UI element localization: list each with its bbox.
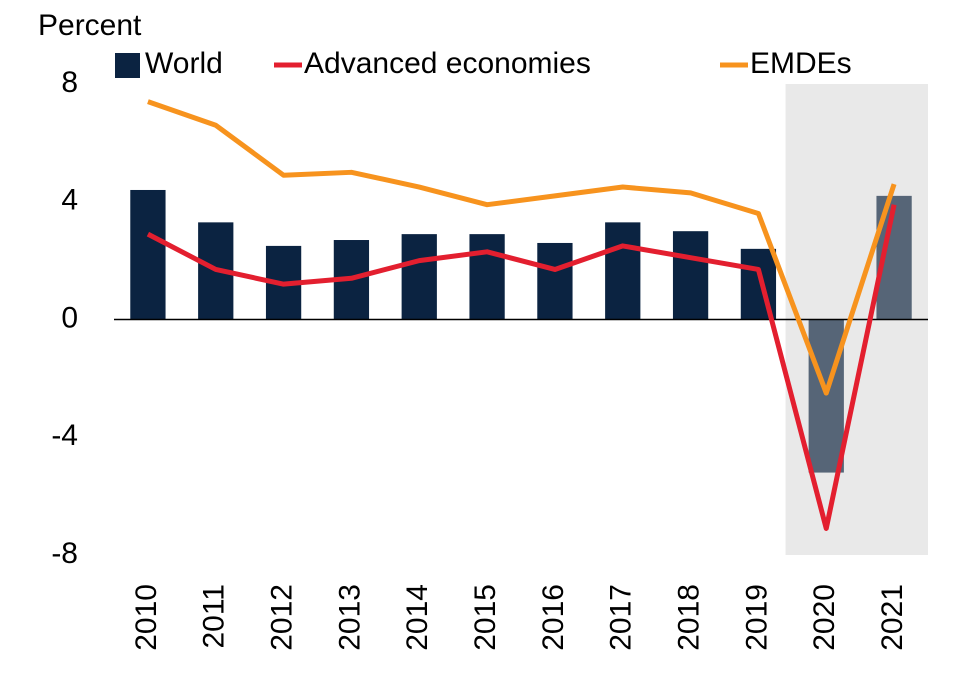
legend-label: Advanced economies	[304, 47, 591, 80]
y-tick-label: 0	[61, 301, 78, 334]
x-tick-label: 2011	[198, 584, 231, 649]
x-tick-label: 2015	[469, 584, 502, 651]
x-tick-label: 2018	[673, 584, 706, 651]
x-tick-label: 2020	[808, 584, 841, 651]
bar	[605, 222, 641, 320]
x-tick-label: 2019	[740, 584, 773, 651]
legend-label: EMDEs	[750, 47, 852, 80]
y-tick-label: -8	[51, 537, 78, 570]
x-tick-label: 2017	[605, 584, 638, 651]
bar	[469, 234, 505, 320]
y-tick-label: 8	[61, 66, 78, 99]
y-axis-label: Percent	[38, 9, 142, 42]
x-tick-label: 2013	[333, 584, 366, 651]
x-tick-label: 2021	[876, 584, 909, 651]
bar	[537, 242, 573, 320]
y-tick-label: -4	[51, 419, 78, 452]
x-tick-label: 2014	[401, 584, 434, 651]
y-tick-label: 4	[61, 184, 78, 217]
x-tick-label: 2016	[537, 584, 570, 651]
bar	[130, 189, 166, 320]
line-series	[147, 99, 897, 396]
x-tick-label: 2012	[266, 584, 299, 651]
x-tick-label: 2010	[130, 584, 163, 651]
legend-label: World	[145, 47, 223, 80]
legend-swatch	[115, 53, 140, 78]
bar	[401, 234, 437, 320]
bar	[672, 231, 709, 320]
bar	[808, 319, 844, 473]
line-series	[146, 204, 897, 532]
